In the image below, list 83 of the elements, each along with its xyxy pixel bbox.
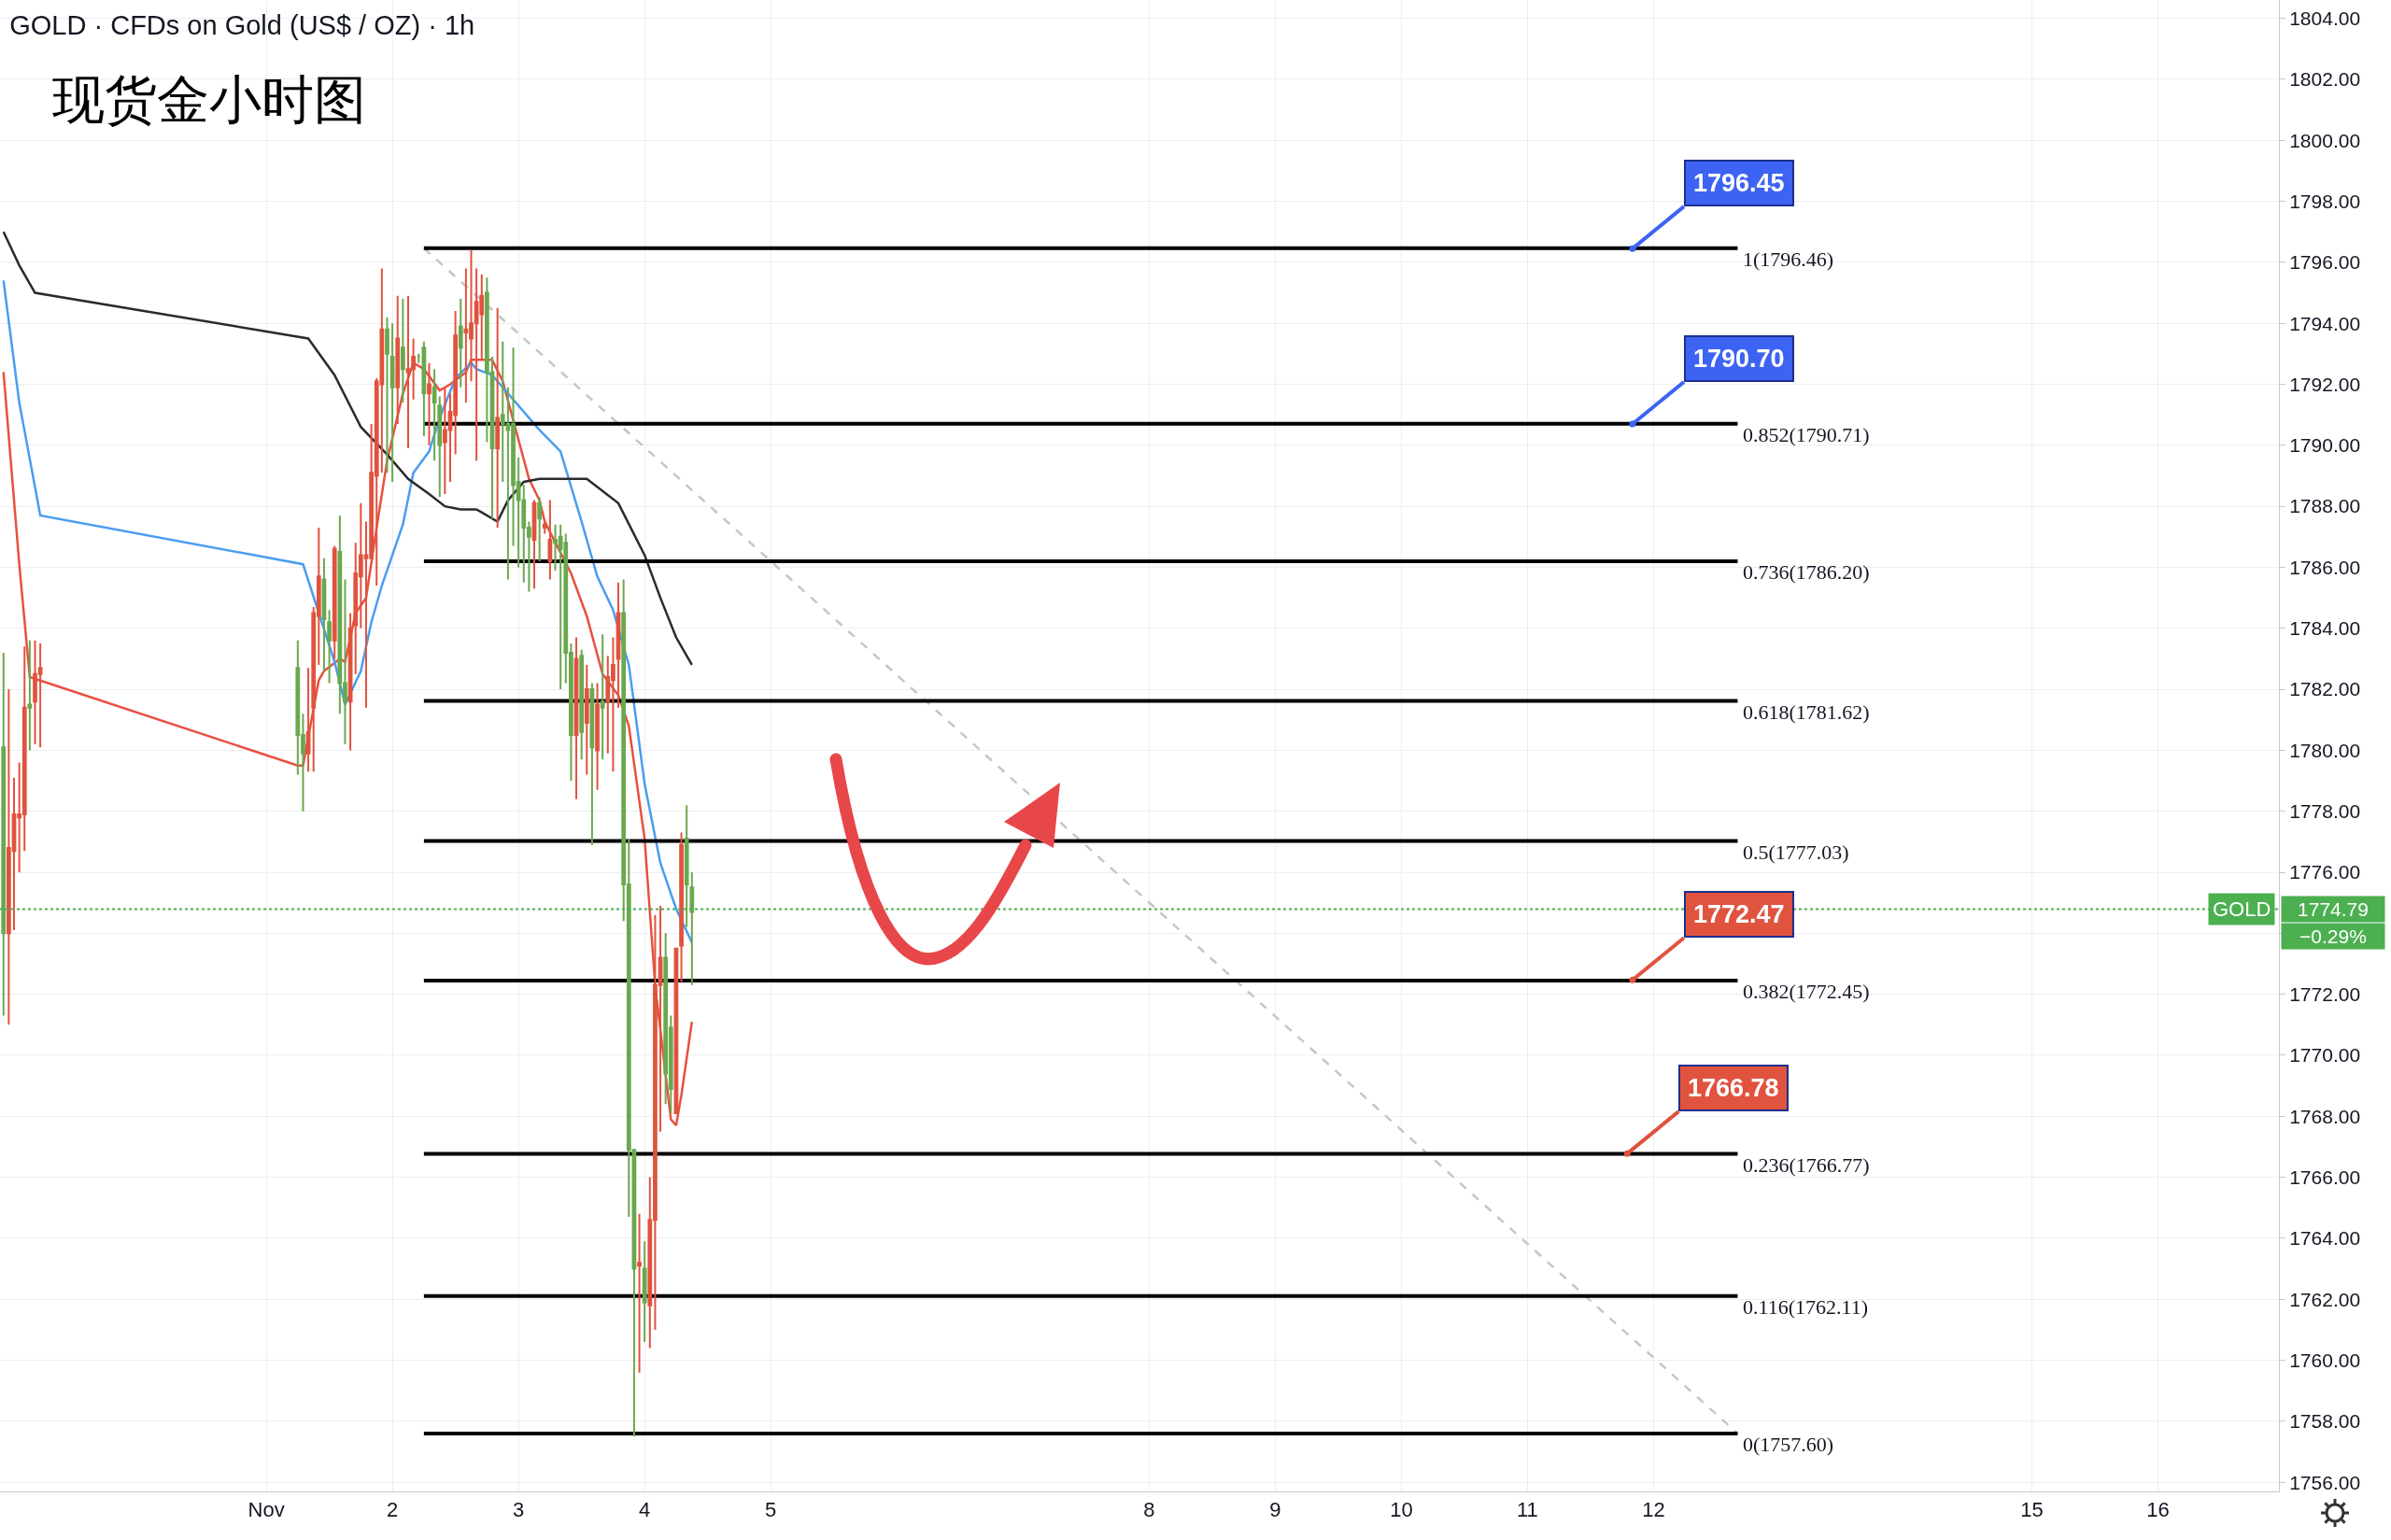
y-tick-label: 1790.00 (2289, 434, 2361, 457)
x-tick-label: 5 (765, 1498, 777, 1522)
x-tick-label: 11 (1517, 1498, 1538, 1522)
candlestick (542, 520, 547, 535)
annotation: 0.736(1786.20) (1743, 560, 1870, 584)
y-tick-label: 1782.00 (2289, 678, 2361, 700)
candlestick (589, 682, 595, 846)
x-tick-label: 2 (386, 1498, 399, 1522)
x-tick-label: 4 (639, 1498, 651, 1522)
candlestick (679, 831, 684, 983)
y-tick-label: 1784.00 (2289, 617, 2361, 640)
candlestick (579, 648, 585, 761)
annotation: 0.116(1762.11) (1743, 1295, 1869, 1319)
candlestick (547, 499, 553, 581)
candlestick (595, 682, 600, 791)
y-tick-label: 1798.00 (2289, 190, 2361, 212)
annotation: 1(1796.46) (1743, 247, 1834, 271)
y-tick-label: 1766.00 (2289, 1166, 2361, 1188)
candlestick (347, 612, 353, 752)
candlestick (615, 581, 621, 709)
annotation: 0.382(1772.45) (1743, 980, 1870, 1003)
candlestick (385, 316, 389, 474)
candlestick (389, 322, 395, 483)
candlestick (531, 499, 537, 590)
y-tick-label: 1776.00 (2289, 861, 2361, 883)
candlestick (573, 636, 579, 800)
x-tick-label: 10 (1390, 1498, 1413, 1522)
y-tick-label: 1796.00 (2289, 251, 2361, 274)
y-tick-label: 1778.00 (2289, 800, 2361, 823)
y-tick-label: 1804.00 (2289, 7, 2361, 29)
y-tick-label: 1788.00 (2289, 495, 2361, 517)
annotation: 0.618(1781.62) (1743, 700, 1870, 724)
candlestick (437, 395, 443, 499)
y-tick-label: 1772.00 (2289, 983, 2361, 1006)
candlestick (305, 667, 311, 773)
y-tick-label: 1760.00 (2289, 1349, 2361, 1371)
chart-title: GOLD · CFDs on Gold (US$ / OZ) · 1h (9, 9, 475, 40)
x-tick-label: 12 (1642, 1498, 1665, 1522)
candlestick (637, 1212, 642, 1374)
candlestick (332, 544, 337, 660)
candlestick (458, 298, 463, 389)
annotation: 0.5(1777.03) (1743, 841, 1849, 864)
y-tick-label: 1762.00 (2289, 1288, 2361, 1310)
annotation: 0.236(1766.77) (1743, 1153, 1870, 1177)
candlestick (584, 663, 589, 776)
candlestick (327, 609, 332, 685)
y-tick-label: 1770.00 (2289, 1044, 2361, 1067)
candlestick (600, 633, 605, 761)
text: 现货金小时图 (52, 69, 366, 130)
candlestick (432, 368, 437, 462)
data-label: 1796.45 (1693, 169, 1785, 197)
x-tick-label: Nov (248, 1498, 285, 1522)
candlestick (400, 298, 405, 404)
x-tick-label: 9 (1269, 1498, 1281, 1522)
candlestick (537, 496, 543, 562)
y-tick-label: 1780.00 (2289, 739, 2361, 761)
candlestick (421, 340, 427, 438)
text: −0.29% (2299, 925, 2367, 947)
candlestick (689, 871, 695, 986)
x-tick-label: 8 (1143, 1498, 1155, 1522)
candlestick (321, 557, 327, 672)
data-label: 1790.70 (1693, 345, 1785, 373)
y-tick-label: 1802.00 (2289, 68, 2361, 91)
y-tick-label: 1786.00 (2289, 556, 2361, 578)
x-tick-label: 15 (2020, 1498, 2044, 1522)
data-label: 1772.47 (1693, 900, 1785, 928)
candlestick (684, 804, 689, 928)
y-tick-label: 1800.00 (2289, 129, 2361, 151)
x-tick-label: 16 (2146, 1498, 2170, 1522)
annotation: GOLD (2213, 897, 2271, 921)
ref-line-label: 1774.79 (2298, 898, 2369, 920)
candlestick (642, 1240, 647, 1343)
y-tick-label: 1792.00 (2289, 373, 2361, 395)
x-tick-label: 3 (513, 1498, 525, 1522)
annotation: 0.852(1790.71) (1743, 423, 1870, 446)
candlestick (427, 361, 432, 446)
y-tick-label: 1756.00 (2289, 1471, 2361, 1493)
data-label: 1766.78 (1688, 1074, 1779, 1102)
annotation: 0(1757.60) (1743, 1433, 1834, 1456)
y-tick-label: 1768.00 (2289, 1105, 2361, 1127)
y-tick-label: 1758.00 (2289, 1410, 2361, 1433)
y-tick-label: 1794.00 (2289, 312, 2361, 334)
y-tick-label: 1764.00 (2289, 1227, 2361, 1250)
